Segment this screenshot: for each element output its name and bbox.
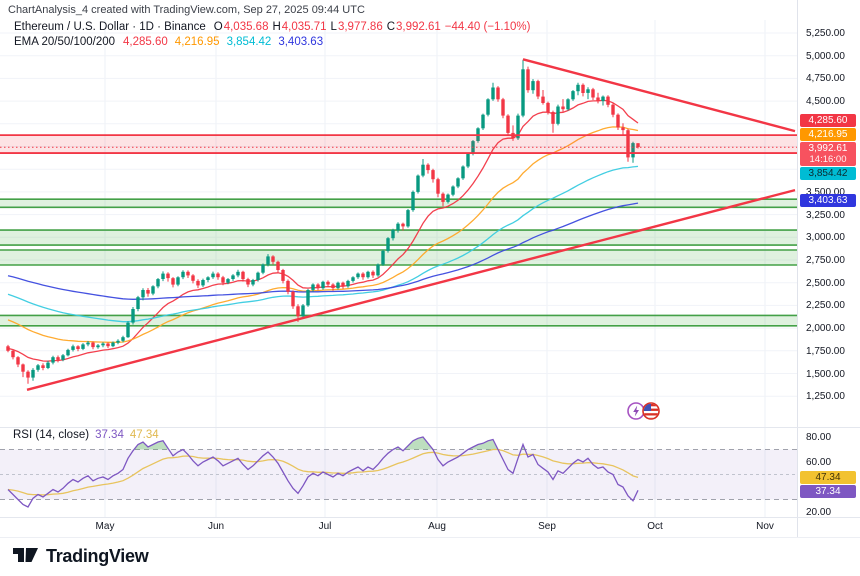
axis-tick-label: 60.00	[806, 457, 832, 468]
pane-separator[interactable]	[0, 427, 860, 428]
tradingview-logo-text: TradingView	[46, 545, 149, 566]
month-label: Sep	[538, 521, 556, 532]
axis-tick-label: 3,500.00	[806, 186, 845, 198]
ema-legend: EMA 20/50/100/200 4,285.60 4,216.95 3,854.…	[14, 36, 323, 48]
axis-value-badge: 47.34	[800, 471, 856, 485]
ema-value: 3,403.63	[278, 36, 324, 48]
axis-tick-label: 4,750.00	[806, 73, 845, 85]
footer-separator	[0, 537, 860, 538]
axis-value-badge: 4,216.95	[800, 128, 856, 142]
ohlc-label: L	[330, 21, 337, 33]
event-markers[interactable]	[627, 402, 660, 420]
axis-value-badge: 3,403.63	[800, 194, 856, 208]
month-label: Oct	[647, 521, 663, 532]
month-label: Nov	[756, 521, 774, 532]
us-flag-event-icon[interactable]	[642, 402, 660, 420]
rsi-value: 37.34	[95, 429, 124, 441]
axis-tick-label: 2,500.00	[806, 277, 845, 289]
axis-tick-label: 1,750.00	[806, 345, 845, 357]
axis-tick-label: 2,000.00	[806, 323, 845, 335]
axis-tick-label: 2,750.00	[806, 255, 845, 266]
ohlc-price: 3,977.86	[337, 21, 383, 33]
ema-values: 4,285.60 4,216.95 3,854.42 3,403.63	[123, 36, 323, 48]
ohlc-values: O 4,035.68 H 4,035.71 L 3,977.86 C 3,992.61	[210, 21, 441, 33]
time-axis-separator	[0, 517, 860, 518]
ema-value: 4,285.60	[123, 36, 168, 48]
axis-tick-label: 2,250.00	[806, 300, 845, 312]
ohlc-label: C	[386, 21, 396, 33]
rsi-ma-value: 47.34	[129, 429, 159, 441]
axis-tick-label: 3,000.00	[806, 232, 845, 244]
ema-value: 3,854.42	[226, 36, 272, 48]
axis-tick-label: 5,000.00	[806, 50, 845, 62]
axis-tick-label: 4,500.00	[806, 96, 845, 108]
symbol-title[interactable]: Ethereum / U.S. Dollar · 1D · Binance	[14, 21, 206, 33]
tradingview-logo-icon	[13, 548, 38, 562]
axis-value-badge: 37.34	[800, 485, 856, 499]
price-axis-separator	[797, 0, 798, 537]
axis-tick-label: 1,500.00	[806, 368, 845, 380]
rsi-legend: RSI (14, close) 37.34 47.34	[13, 429, 159, 441]
axis-tick-label: 3,250.00	[806, 209, 845, 221]
ohlc-label: H	[272, 21, 281, 33]
axis-tick-label: 1,250.00	[806, 391, 845, 403]
chart-title: ChartAnalysis_4 created with TradingView…	[8, 4, 365, 16]
ohlc-price: 4,035.68	[223, 21, 269, 33]
change-value: −44.40 (−1.10%)	[444, 21, 531, 33]
ohlc-label: O	[213, 21, 223, 33]
ohlc-price: 4,035.71	[281, 21, 327, 33]
month-label: Aug	[428, 521, 446, 532]
month-label: May	[95, 521, 115, 532]
axis-value-badge: 4,285.60	[800, 114, 856, 128]
month-label: Jun	[207, 521, 225, 532]
axis-tick-label: 20.00	[806, 507, 832, 518]
last-price-badge: 3,992.61 14:16:00	[800, 142, 856, 167]
axis-value-badge: 3,854.42	[800, 167, 856, 181]
ohlc-price: 3,992.61	[396, 21, 441, 33]
rsi-legend-label[interactable]: RSI (14, close)	[13, 429, 90, 441]
axis-tick-label: 5,250.00	[806, 28, 845, 39]
ema-value: 4,216.95	[174, 36, 220, 48]
axis-tick-label: 80.00	[806, 432, 832, 443]
tradingview-logo[interactable]: TradingView	[12, 545, 149, 567]
ema-legend-label[interactable]: EMA 20/50/100/200	[14, 36, 116, 48]
month-label: Jul	[318, 521, 332, 532]
